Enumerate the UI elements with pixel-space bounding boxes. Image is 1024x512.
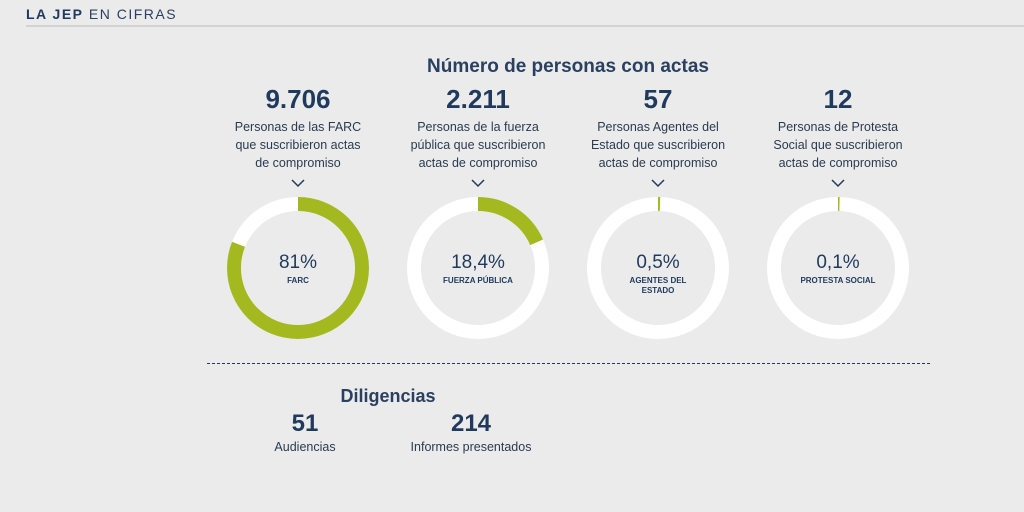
donut-value-arc — [767, 197, 909, 339]
header-bold: LA JEP — [26, 6, 84, 22]
donut-percent: 0,5% — [636, 252, 680, 273]
card-number: 2.211 — [446, 84, 510, 114]
donut-percent: 0,1% — [816, 252, 860, 273]
header-divider — [26, 25, 1024, 27]
card-description: Personas de las FARC que suscribieron ac… — [234, 120, 362, 170]
stat-label: Informes presentados — [410, 440, 532, 454]
section-header: LA JEP EN CIFRAS — [26, 6, 177, 22]
header-rest: EN CIFRAS — [88, 6, 178, 22]
diligencias-title: Diligencias — [340, 386, 436, 406]
card-description: Personas de la fuerza pública que suscri… — [410, 120, 546, 170]
dashed-divider — [207, 363, 930, 364]
donut-percent: 81% — [278, 252, 318, 273]
donut-percent: 18,4% — [451, 252, 505, 273]
card-2: 57 Personas Agentes del Estado que suscr… — [568, 84, 748, 188]
card-3: 12 Personas de Protesta Social que suscr… — [748, 84, 928, 188]
section-title: Número de personas con actas — [427, 56, 709, 77]
donut-chart: 81% FARC — [226, 196, 370, 340]
donut-category: FUERZA PÚBLICA — [443, 276, 513, 285]
chevron-down-icon[interactable] — [471, 178, 485, 188]
chevron-down-icon[interactable] — [831, 178, 845, 188]
stat-number: 51 — [291, 410, 319, 437]
card-1: 2.211 Personas de la fuerza pública que … — [388, 84, 568, 188]
donut-value-arc — [227, 197, 369, 339]
stat-label: Audiencias — [274, 440, 336, 454]
donut-chart: 18,4% FUERZA PÚBLICA — [406, 196, 550, 340]
stat-number: 214 — [450, 410, 492, 437]
chevron-down-icon[interactable] — [291, 178, 305, 188]
card-number: 57 — [643, 84, 673, 114]
stat-audiencias: 51 Audiencias — [255, 410, 355, 454]
stat-informes: 214 Informes presentados — [396, 410, 546, 454]
donut-category: PROTESTA SOCIAL — [800, 276, 876, 285]
donut-value-arc — [407, 197, 549, 339]
donut-chart: 0,5% AGENTES DEL ESTADO — [586, 196, 730, 340]
card-number: 12 — [823, 84, 853, 114]
donut-category: FARC — [287, 276, 309, 285]
donut-category: AGENTES DEL ESTADO — [629, 276, 687, 295]
donut-chart: 0,1% PROTESTA SOCIAL — [766, 196, 910, 340]
card-description: Personas de Protesta Social que suscribi… — [773, 120, 903, 170]
chevron-down-icon[interactable] — [651, 178, 665, 188]
card-description: Personas Agentes del Estado que suscribi… — [590, 120, 726, 170]
card-0: 9.706 Personas de las FARC que suscribie… — [208, 84, 388, 188]
card-number: 9.706 — [265, 84, 331, 114]
donut-value-arc — [587, 197, 729, 339]
